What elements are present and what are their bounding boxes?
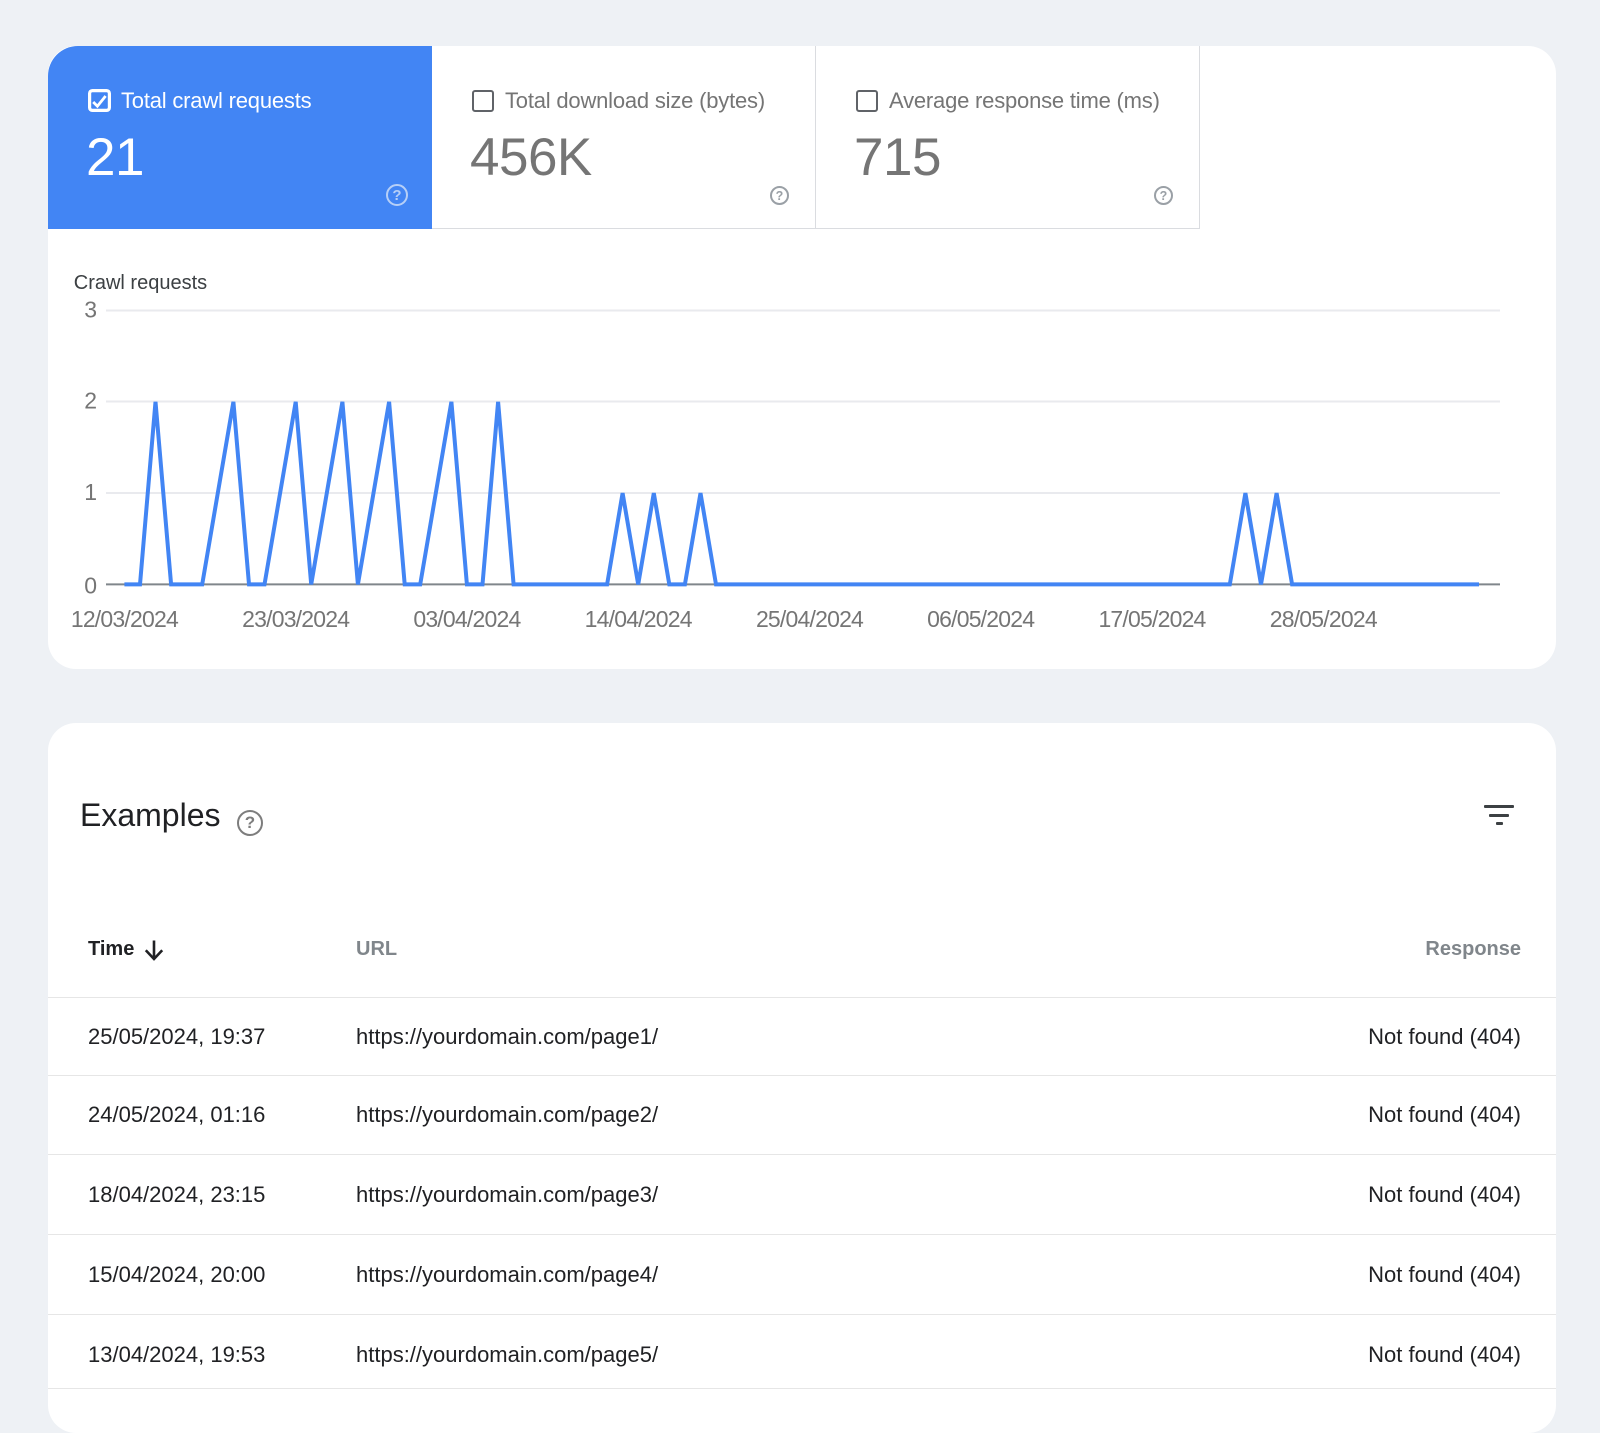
svg-text:1: 1	[84, 479, 97, 505]
svg-text:12/03/2024: 12/03/2024	[71, 606, 179, 632]
svg-text:17/05/2024: 17/05/2024	[1098, 606, 1206, 632]
svg-text:Crawl requests: Crawl requests	[74, 272, 207, 294]
svg-text:28/05/2024: 28/05/2024	[1270, 606, 1378, 632]
svg-text:06/05/2024: 06/05/2024	[927, 606, 1035, 632]
svg-text:0: 0	[84, 572, 97, 598]
svg-text:3: 3	[84, 297, 97, 323]
svg-text:03/04/2024: 03/04/2024	[413, 606, 521, 632]
svg-text:23/03/2024: 23/03/2024	[242, 606, 350, 632]
svg-text:25/04/2024: 25/04/2024	[756, 606, 864, 632]
svg-text:14/04/2024: 14/04/2024	[585, 606, 693, 632]
svg-text:2: 2	[84, 388, 97, 414]
